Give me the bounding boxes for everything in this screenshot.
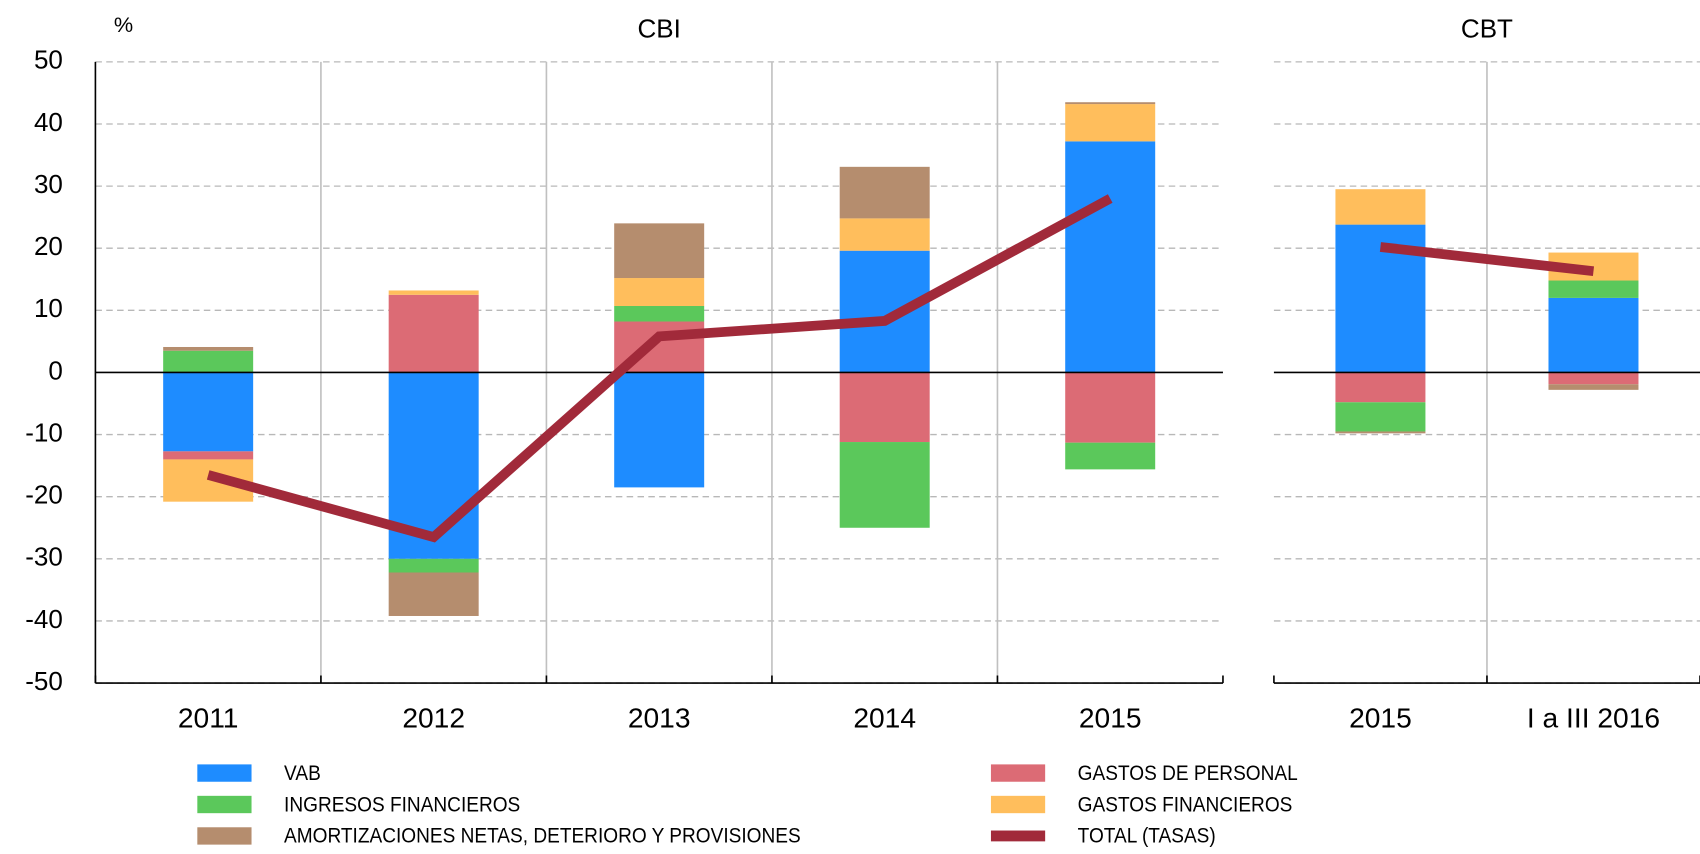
bar-segment (388, 572, 479, 616)
y-tick-label: 10 (34, 293, 63, 323)
legend-swatch (197, 827, 252, 845)
x-tick-label: 2011 (178, 701, 239, 733)
bar-segment (1548, 297, 1639, 373)
bar-segment (388, 290, 479, 295)
bar-segment (1335, 372, 1426, 403)
bar-segment (1065, 104, 1156, 142)
y-tick-label: 40 (34, 107, 63, 137)
bar-segment (614, 305, 705, 322)
x-tick-label: 2015 (1349, 701, 1412, 733)
y-tick-label: -10 (25, 417, 63, 447)
bar-segment (1335, 189, 1426, 225)
total-line (206, 194, 1113, 543)
y-tick-label: 30 (34, 169, 63, 199)
bar-segment (1065, 102, 1156, 105)
legend-swatch (990, 830, 1046, 842)
legend-label: GASTOS DE PERSONAL (1078, 762, 1298, 785)
bar-segment (614, 223, 705, 279)
x-tick-label: 2015 (1079, 701, 1142, 733)
bar-segment (163, 372, 254, 452)
y-tick-label: 20 (34, 231, 63, 261)
legend-label: VAB (284, 762, 321, 785)
bar-segment (388, 294, 479, 373)
bar-segment (1335, 431, 1426, 434)
y-tick-label: -30 (25, 542, 63, 572)
panel-title: CBT (1461, 13, 1513, 43)
y-tick-label: -40 (25, 604, 63, 634)
y-tick-label: 50 (34, 45, 63, 75)
y-tick-label: -50 (25, 666, 63, 696)
legend-swatch (990, 764, 1046, 782)
bar-segment (163, 350, 254, 373)
x-tick-label: 2013 (628, 701, 691, 733)
legend-label: TOTAL (TASAS) (1078, 825, 1216, 848)
bar-segment (839, 218, 930, 251)
y-unit: % (114, 12, 133, 37)
legend-swatch (197, 764, 252, 782)
x-tick-label: I a III 2016 (1527, 701, 1660, 733)
legend-label: GASTOS FINANCIEROS (1078, 793, 1293, 816)
legend-swatch (197, 795, 252, 814)
legend-label: INGRESOS FINANCIEROS (284, 793, 520, 816)
total-line (1379, 242, 1595, 277)
x-tick-label: 2012 (402, 701, 465, 733)
x-tick-label: 2014 (853, 701, 916, 733)
y-tick-label: 0 (48, 355, 62, 385)
bar-segment (614, 278, 705, 306)
bar-segment (388, 558, 479, 573)
y-tick-label: -20 (25, 480, 63, 510)
bar-segment (1065, 372, 1156, 443)
bar-segment (1548, 372, 1639, 385)
bar-segment (839, 250, 930, 373)
legend-swatch (990, 795, 1046, 814)
bar-segment (1548, 280, 1639, 298)
bar-segment (614, 372, 705, 488)
bar-segment (1548, 384, 1639, 390)
panel-title: CBI (637, 13, 680, 43)
bar-segment (839, 442, 930, 528)
bar-segment (163, 346, 254, 351)
legend-label: AMORTIZACIONES NETAS, DETERIORO Y PROVIS… (284, 825, 801, 848)
bar-segment (1065, 141, 1156, 373)
bar-segment (163, 451, 254, 460)
bar-segment (839, 372, 930, 443)
bar-segment (839, 166, 930, 219)
bar-segment (1335, 402, 1426, 432)
bar-segment (1065, 442, 1156, 470)
